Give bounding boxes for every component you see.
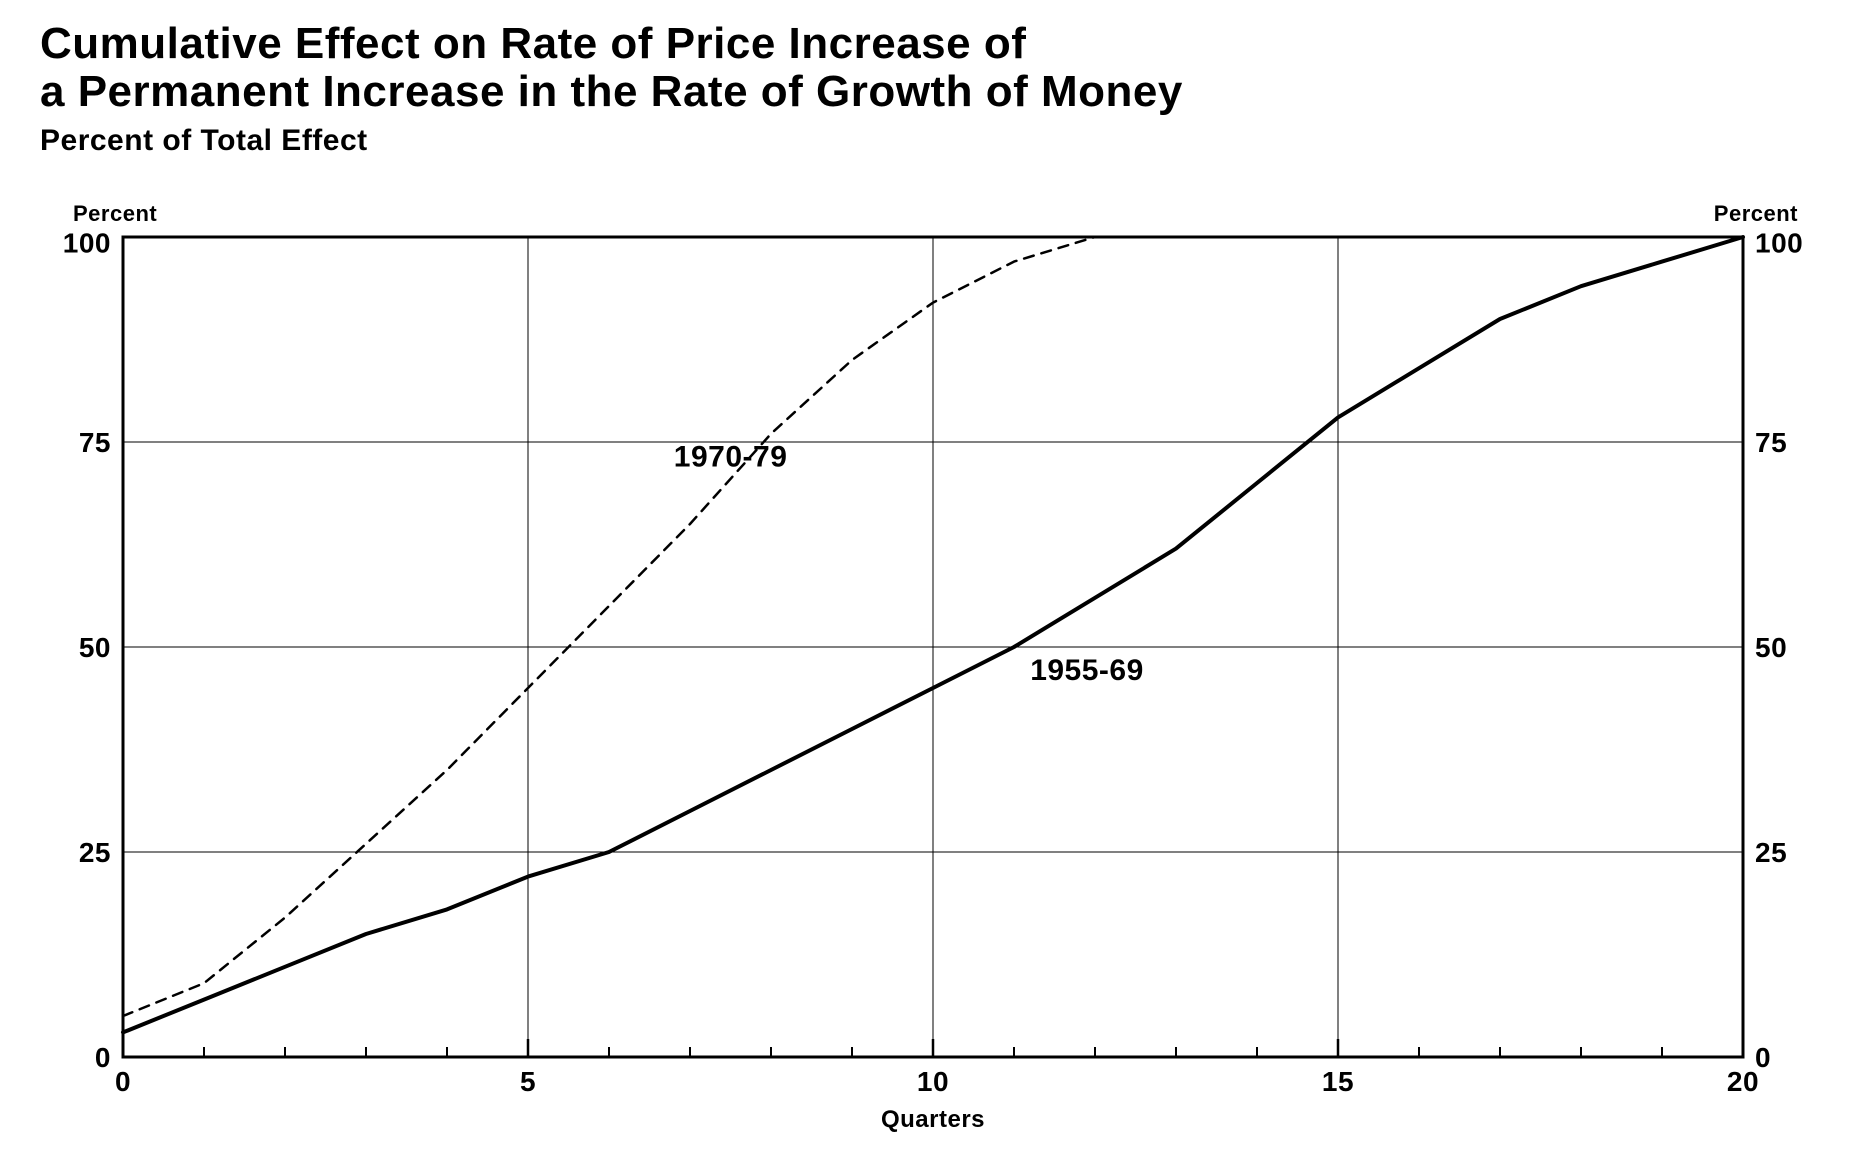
y-left-tick-label: 25 xyxy=(79,837,111,868)
x-tick-label: 0 xyxy=(115,1066,131,1097)
y-left-tick-label: 100 xyxy=(63,227,111,258)
chart-container: 05101520Quarters02550751000255075100Perc… xyxy=(43,177,1823,1157)
y-right-tick-label: 0 xyxy=(1755,1042,1771,1073)
y-right-tick-label: 50 xyxy=(1755,632,1787,663)
y-left-tick-label: 0 xyxy=(95,1042,111,1073)
x-tick-label: 15 xyxy=(1322,1066,1354,1097)
y-right-tick-label: 75 xyxy=(1755,427,1787,458)
series-label-1955-69: 1955-69 xyxy=(1030,654,1144,687)
y-right-tick-label: 100 xyxy=(1755,227,1803,258)
x-axis-label: Quarters xyxy=(881,1106,985,1133)
x-tick-label: 5 xyxy=(520,1066,536,1097)
y-right-tick-label: 25 xyxy=(1755,837,1787,868)
chart-subtitle: Percent of Total Effect xyxy=(40,123,1826,159)
y-left-tick-label: 50 xyxy=(79,632,111,663)
y-right-caption: Percent xyxy=(1714,201,1798,226)
y-left-tick-label: 75 xyxy=(79,427,111,458)
page: Cumulative Effect on Rate of Price Incre… xyxy=(0,0,1866,1160)
series-label-1970-79: 1970-79 xyxy=(674,440,788,473)
x-tick-label: 10 xyxy=(917,1066,949,1097)
chart-title-line2: a Permanent Increase in the Rate of Grow… xyxy=(40,68,1826,116)
chart-title-line1: Cumulative Effect on Rate of Price Incre… xyxy=(40,20,1826,68)
title-block: Cumulative Effect on Rate of Price Incre… xyxy=(40,20,1826,159)
y-left-caption: Percent xyxy=(73,201,157,226)
line-chart: 05101520Quarters02550751000255075100Perc… xyxy=(43,177,1823,1157)
